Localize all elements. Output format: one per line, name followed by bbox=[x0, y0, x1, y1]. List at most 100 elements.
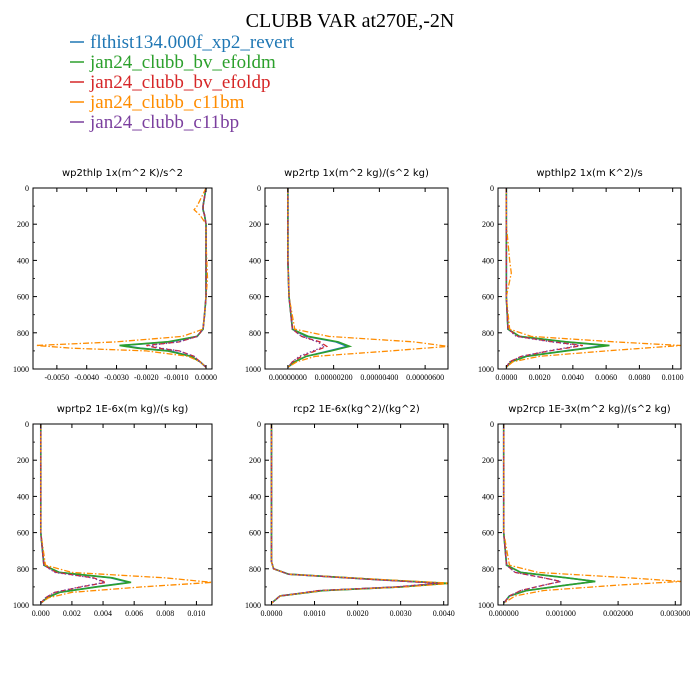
chart-panel: wprtp2 1E-6x(m kg)/(s kg) 0 200 400 600 800 10… bbox=[13, 404, 213, 618]
y-tick-label: 0 bbox=[257, 420, 261, 429]
x-tick-label: 0.0030 bbox=[390, 609, 412, 618]
x-tick-label: 0.008 bbox=[156, 609, 174, 618]
series-group bbox=[505, 188, 681, 368]
y-tick-label: 400 bbox=[482, 492, 494, 501]
y-tick-label: 400 bbox=[249, 256, 261, 265]
series-line bbox=[35, 188, 209, 368]
x-tick-label: 0.0020 bbox=[347, 609, 369, 618]
series-line bbox=[287, 188, 326, 368]
y-tick-label: 200 bbox=[249, 220, 261, 229]
y-tick-label: 0 bbox=[490, 420, 494, 429]
y-tick-label: 600 bbox=[482, 529, 494, 538]
legend-item-label: jan24_clubb_c11bp bbox=[89, 112, 239, 133]
series-line bbox=[40, 424, 212, 604]
panels: wp2thlp 1x(m^2 K)/s^2 0 200 400 600 800 1000 -0… bbox=[13, 168, 690, 618]
x-tick-label: 0.0080 bbox=[628, 373, 650, 382]
y-tick-label: 800 bbox=[249, 329, 261, 338]
x-tick-label: 0.003000 bbox=[660, 609, 690, 618]
x-tick-label: 0.006 bbox=[125, 609, 143, 618]
y-tick-label: 200 bbox=[482, 456, 494, 465]
x-tick-label: 0.000000 bbox=[489, 609, 519, 618]
series-line bbox=[270, 424, 440, 604]
y-tick-label: 600 bbox=[249, 293, 261, 302]
legend-item-label: jan24_clubb_bv_efoldp bbox=[89, 72, 270, 93]
x-tick-label: 0.0000 bbox=[260, 609, 282, 618]
x-tick-label: 0.00000000 bbox=[269, 373, 307, 382]
x-tick-label: 0.001000 bbox=[546, 609, 576, 618]
x-tick-label: 0.0060 bbox=[595, 373, 617, 382]
panel-title: wprtp2 1E-6x(m kg)/(s kg) bbox=[57, 404, 189, 415]
y-tick-label: 1000 bbox=[478, 601, 494, 610]
series-group bbox=[39, 424, 212, 604]
y-tick-label: 200 bbox=[17, 456, 29, 465]
y-tick-label: 1000 bbox=[13, 365, 29, 374]
chart-panel: wp2thlp 1x(m^2 K)/s^2 0 200 400 600 800 1000 -0… bbox=[13, 168, 217, 382]
y-tick-label: 400 bbox=[17, 492, 29, 501]
panel-title: rcp2 1E-6x(kg^2)/(kg^2) bbox=[293, 404, 420, 415]
series-group bbox=[35, 188, 209, 368]
y-tick-label: 600 bbox=[482, 293, 494, 302]
panel-title: wp2rcp 1E-3x(m^2 kg)/(s^2 kg) bbox=[508, 404, 671, 415]
x-tick-label: -0.0030 bbox=[104, 373, 129, 382]
figure-title: CLUBB VAR at270E,-2N bbox=[246, 10, 455, 32]
x-tick-label: 0.00000200 bbox=[315, 373, 353, 382]
y-tick-label: 200 bbox=[17, 220, 29, 229]
y-tick-label: 400 bbox=[249, 492, 261, 501]
series-line bbox=[503, 424, 562, 604]
y-tick-label: 600 bbox=[249, 529, 261, 538]
panel-title: wpthlp2 1x(m K^2)/s bbox=[536, 168, 642, 179]
legend-item-label: flthist134.000f_xp2_revert bbox=[90, 32, 295, 53]
x-tick-label: 0.0010 bbox=[304, 609, 326, 618]
legend-item-label: jan24_clubb_c11bm bbox=[89, 92, 245, 113]
y-tick-label: 1000 bbox=[13, 601, 29, 610]
series-line bbox=[503, 424, 681, 604]
y-tick-label: 1000 bbox=[478, 365, 494, 374]
y-tick-label: 600 bbox=[17, 529, 29, 538]
x-tick-label: -0.0050 bbox=[45, 373, 70, 382]
x-tick-label: -0.0040 bbox=[74, 373, 99, 382]
y-tick-label: 800 bbox=[17, 565, 29, 574]
series-group bbox=[287, 188, 448, 368]
y-tick-label: 1000 bbox=[245, 601, 261, 610]
panel-title: wp2rtp 1x(m^2 kg)/(s^2 kg) bbox=[284, 168, 429, 179]
y-tick-label: 600 bbox=[17, 293, 29, 302]
y-tick-label: 800 bbox=[482, 329, 494, 338]
y-tick-label: 400 bbox=[482, 256, 494, 265]
chart-panel: wp2rtp 1x(m^2 kg)/(s^2 kg) 0 200 400 600 800 1… bbox=[245, 168, 449, 382]
x-tick-label: 0.0040 bbox=[562, 373, 584, 382]
x-tick-label: 0.0000 bbox=[195, 373, 217, 382]
y-tick-label: 800 bbox=[17, 329, 29, 338]
series-line bbox=[505, 188, 681, 368]
panel-title: wp2thlp 1x(m^2 K)/s^2 bbox=[62, 168, 183, 179]
legend-item-label: jan24_clubb_bv_efoldm bbox=[89, 52, 276, 73]
x-tick-label: 0.0000 bbox=[495, 373, 517, 382]
chart-panel: wp2rcp 1E-3x(m^2 kg)/(s^2 kg) 0 200 400 600 8… bbox=[478, 404, 690, 618]
y-tick-label: 800 bbox=[482, 565, 494, 574]
y-tick-label: 400 bbox=[17, 256, 29, 265]
y-tick-label: 200 bbox=[249, 456, 261, 465]
x-tick-label: 0.0040 bbox=[433, 609, 455, 618]
x-tick-label: 0.002000 bbox=[603, 609, 633, 618]
x-tick-label: 0.004 bbox=[94, 609, 112, 618]
series-line bbox=[505, 188, 583, 368]
x-tick-label: -0.0020 bbox=[134, 373, 159, 382]
series-line bbox=[146, 188, 207, 368]
y-tick-label: 1000 bbox=[245, 365, 261, 374]
x-tick-label: 0.00000400 bbox=[360, 373, 398, 382]
y-tick-label: 0 bbox=[25, 184, 29, 193]
series-group bbox=[270, 424, 448, 604]
x-tick-label: 0.0020 bbox=[529, 373, 551, 382]
series-line bbox=[287, 188, 448, 368]
x-tick-label: 0.0100 bbox=[662, 373, 684, 382]
x-tick-label: 0.00000600 bbox=[406, 373, 444, 382]
series-group bbox=[502, 424, 681, 604]
y-tick-label: 800 bbox=[249, 565, 261, 574]
x-tick-label: 0.000 bbox=[32, 609, 50, 618]
y-tick-label: 0 bbox=[490, 184, 494, 193]
x-tick-label: 0.002 bbox=[63, 609, 81, 618]
legend: flthist134.000f_xp2_revertjan24_clubb_bv… bbox=[70, 32, 295, 133]
x-tick-label: 0.010 bbox=[187, 609, 205, 618]
chart-panel: rcp2 1E-6x(kg^2)/(kg^2) 0 200 400 600 800 1000… bbox=[245, 404, 455, 618]
x-tick-label: -0.0010 bbox=[164, 373, 189, 382]
